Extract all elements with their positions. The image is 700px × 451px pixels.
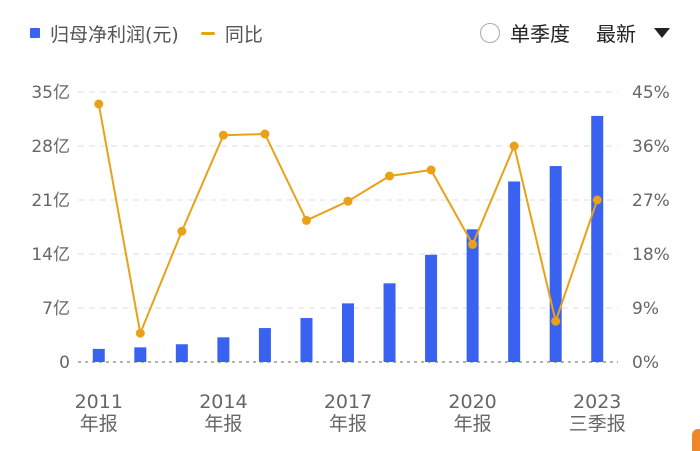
yoy-point [468, 239, 478, 249]
period-select[interactable]: 最新 [596, 18, 670, 47]
y-left-tick-label: 7亿 [42, 299, 70, 319]
y-right-tick-label: 0% [632, 353, 659, 373]
yoy-point [218, 130, 228, 140]
y-right-tick-label: 36% [632, 137, 670, 157]
profit-bar [92, 348, 105, 362]
y-left-tick-label: 0 [59, 353, 70, 373]
x-tick-period-label: 三季报 [569, 413, 626, 435]
y-left-tick-label: 35亿 [31, 83, 70, 103]
legend: 归母净利润(元) 同比 [30, 20, 285, 46]
legend-item-net-profit: 归母净利润(元) [30, 20, 179, 47]
x-tick-year-label: 2014 [199, 391, 247, 413]
line-swatch-icon [200, 31, 215, 35]
yoy-point [135, 328, 145, 338]
x-tick-year-label: 2017 [324, 391, 372, 413]
profit-bar [425, 254, 438, 362]
x-tick-year-label: 2023 [573, 391, 621, 413]
profit-bar [342, 303, 354, 362]
profit-bar [549, 166, 562, 362]
legend-net-profit-label: 归母净利润(元) [50, 23, 179, 46]
yoy-point [94, 99, 104, 109]
y-right-tick-label: 9% [632, 299, 659, 319]
y-left-tick-label: 14亿 [31, 245, 70, 265]
profit-bar [466, 229, 479, 362]
bar-swatch-icon [30, 28, 40, 38]
x-tick-year-label: 2011 [75, 391, 123, 413]
x-tick-period-label: 年报 [80, 413, 118, 435]
yoy-point [592, 195, 602, 205]
yoy-point [260, 129, 270, 139]
y-right-tick-label: 45% [632, 83, 670, 103]
x-tick-year-label: 2020 [448, 391, 496, 413]
y-left-tick-label: 21亿 [31, 191, 70, 211]
legend-item-yoy: 同比 [200, 20, 263, 47]
yoy-point [551, 316, 561, 326]
x-tick-period-label: 年报 [204, 413, 242, 435]
chart-controls: 单季度 最新 [480, 18, 670, 47]
yoy-point [426, 165, 436, 175]
profit-bar [508, 181, 521, 362]
legend-yoy-label: 同比 [224, 23, 263, 46]
single-quarter-label: 单季度 [510, 22, 570, 46]
profit-bar [258, 328, 271, 362]
radio-icon[interactable] [480, 22, 500, 43]
profit-bar [591, 115, 604, 363]
yoy-point [385, 171, 395, 181]
profit-bar [175, 344, 188, 362]
yoy-point [301, 215, 311, 225]
profit-bar [217, 337, 230, 362]
x-tick-period-label: 年报 [329, 413, 367, 435]
yoy-point [343, 196, 353, 206]
y-right-tick-label: 18% [632, 245, 670, 265]
period-select-value: 最新 [596, 22, 636, 46]
yoy-line [97, 103, 599, 337]
y-left-tick-label: 28亿 [31, 137, 70, 157]
profit-bar [300, 318, 313, 362]
yoy-point [509, 141, 519, 151]
profit-bar [134, 347, 147, 362]
scroll-tab-icon [692, 429, 700, 451]
caret-down-icon [654, 27, 670, 38]
y-right-tick-label: 27% [632, 191, 670, 211]
x-tick-period-label: 年报 [454, 413, 492, 435]
yoy-point [177, 226, 187, 236]
single-quarter-toggle[interactable]: 单季度 [480, 18, 570, 47]
profit-bar [383, 283, 396, 362]
